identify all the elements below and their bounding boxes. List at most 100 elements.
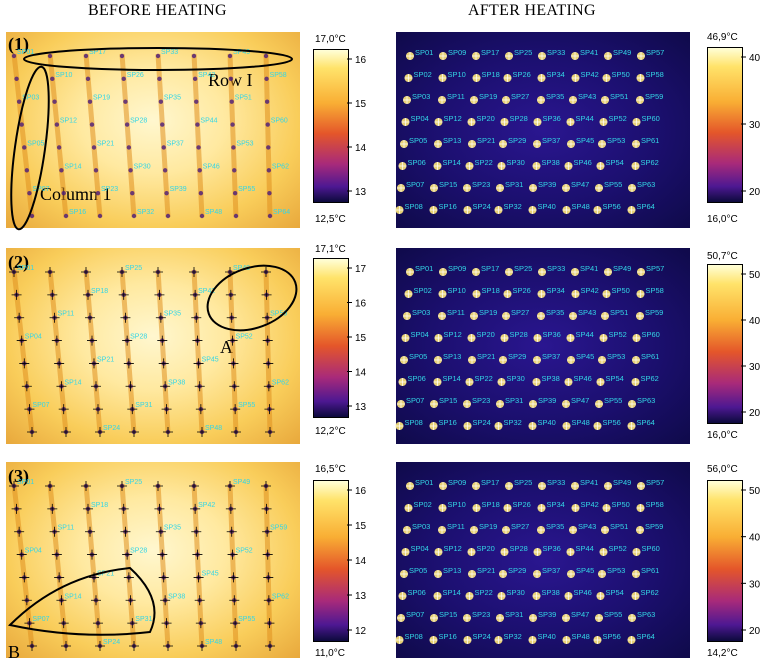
spot-label: SP58 (270, 72, 287, 79)
spot-label: SP61 (641, 136, 659, 145)
spot-label: SP62 (641, 588, 659, 597)
scale-tick-label: 50 (749, 486, 761, 497)
spot-crosshair (463, 400, 471, 408)
spot-label: SP38 (168, 379, 185, 386)
spot-crosshair (430, 184, 438, 192)
spot-crosshair (636, 96, 644, 104)
spot-label: SP05 (409, 566, 427, 575)
spot-crosshair (537, 96, 545, 104)
heat-streak (227, 53, 239, 218)
spot-crosshair (434, 140, 442, 148)
spot-crosshair (91, 381, 101, 392)
spot-crosshair (433, 592, 442, 600)
spot-crosshair (598, 570, 606, 578)
spot-label: SP17 (481, 478, 499, 487)
spot-crosshair (45, 267, 55, 277)
spot-crosshair (564, 378, 573, 386)
spot-crosshair (472, 504, 481, 512)
spot-label: SP11 (447, 308, 465, 317)
heat-streak (11, 483, 35, 648)
spot-crosshair (500, 118, 509, 126)
spot-crosshair (89, 358, 99, 369)
spot-label: SP58 (646, 70, 664, 79)
spot-crosshair (537, 290, 546, 298)
spot-label: SP10 (448, 286, 466, 295)
spot-crosshair (83, 503, 93, 514)
spot-crosshair (19, 358, 30, 369)
spot-crosshair (230, 404, 241, 415)
spot-crosshair (571, 482, 579, 490)
spot-crosshair (117, 267, 127, 277)
spot-label: SP08 (405, 202, 423, 211)
spot-crosshair (127, 618, 138, 629)
spot-crosshair (125, 381, 136, 392)
spot-label: SP48 (205, 639, 222, 646)
spot-label: SP55 (238, 616, 255, 623)
spot-crosshair (153, 481, 163, 491)
spot-crosshair (599, 334, 608, 342)
spot-crosshair (562, 206, 571, 214)
scale-tick-label: 20 (749, 408, 761, 419)
spot-label: SP10 (55, 72, 72, 79)
spot-crosshair (569, 96, 577, 104)
spot-label: SP36 (543, 544, 561, 553)
spot-crosshair (533, 548, 542, 556)
spot-crosshair (533, 570, 541, 578)
spot-crosshair (58, 618, 69, 629)
spot-crosshair (9, 267, 19, 277)
cold-spot (229, 99, 234, 104)
spot-crosshair (95, 641, 105, 651)
spot-crosshair (467, 118, 476, 126)
spot-label: SP17 (481, 48, 499, 57)
spot-label: SP28 (130, 334, 147, 341)
annotation-column-1: Column 1 (40, 184, 112, 204)
spot-crosshair (163, 641, 173, 651)
spot-label: SP51 (610, 308, 628, 317)
spot-label: SP51 (610, 92, 628, 101)
spot-label: SP34 (547, 286, 565, 295)
spot-crosshair (628, 614, 636, 622)
spot-label: SP60 (642, 330, 660, 339)
spot-crosshair (470, 526, 478, 534)
spot-crosshair (47, 289, 58, 300)
spot-crosshair (195, 404, 206, 415)
cold-spot (265, 122, 270, 127)
spot-label: SP34 (547, 70, 565, 79)
spot-crosshair (595, 614, 603, 622)
spot-label: SP44 (576, 330, 594, 339)
spot-crosshair (505, 52, 513, 60)
spot-label: SP06 (408, 158, 426, 167)
spot-crosshair (16, 549, 27, 560)
scale-tick-label: 40 (749, 533, 761, 544)
spot-crosshair (532, 162, 541, 170)
spot-label: SP52 (609, 330, 627, 339)
spot-crosshair (468, 356, 476, 364)
spot-crosshair (598, 140, 606, 148)
thermal-image-after-1 (396, 32, 690, 228)
spot-crosshair (569, 526, 577, 534)
spot-crosshair (631, 592, 640, 600)
spot-crosshair (593, 422, 602, 430)
spot-crosshair (263, 358, 274, 369)
spot-crosshair (61, 427, 71, 437)
spot-crosshair (261, 289, 272, 300)
spot-label: SP53 (607, 352, 625, 361)
cold-spot (130, 190, 135, 196)
spot-crosshair (430, 400, 438, 408)
cold-spot (157, 76, 162, 82)
spot-crosshair (403, 312, 411, 320)
cold-spot (264, 76, 269, 82)
spot-crosshair (599, 118, 608, 126)
spot-crosshair (433, 162, 442, 170)
scale-min-before-2: 12,2°C (315, 426, 346, 437)
spot-label: SP23 (472, 610, 490, 619)
spot-label: SP59 (270, 525, 287, 532)
spot-label: SP40 (538, 418, 556, 427)
spot-label: SP18 (482, 70, 500, 79)
spot-label: SP11 (58, 525, 75, 532)
spot-label: SP25 (514, 48, 532, 57)
spot-crosshair (11, 503, 22, 514)
thermal-image-after-3 (396, 462, 690, 658)
spot-label: SP34 (547, 500, 565, 509)
spot-label: SP05 (409, 136, 427, 145)
